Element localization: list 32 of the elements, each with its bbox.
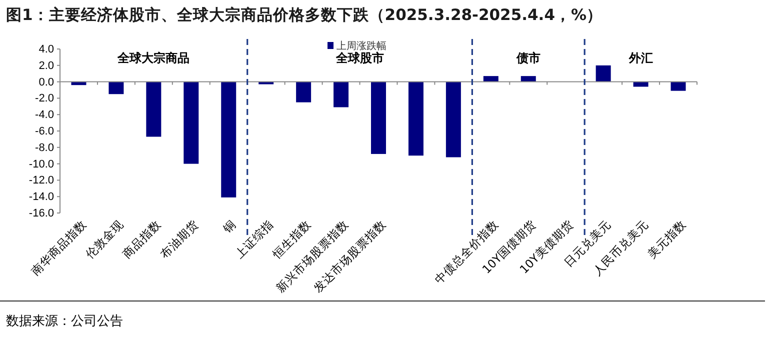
annotation: 外汇	[628, 51, 653, 65]
y-tick-label: -16.0	[28, 208, 54, 220]
y-tick-label: -4.0	[35, 109, 54, 122]
bar	[670, 82, 686, 91]
bar	[296, 82, 312, 102]
bar	[596, 65, 611, 82]
annotation: 全球股市	[334, 51, 384, 65]
bar	[221, 82, 236, 198]
y-tick-label: -14.0	[28, 191, 54, 204]
y-tick-label: -8.0	[35, 142, 54, 154]
legend-label: 上周涨跌幅	[336, 40, 386, 52]
y-tick-label: -10.0	[28, 158, 54, 170]
bar	[446, 82, 461, 158]
bar	[334, 82, 349, 108]
bar	[108, 82, 124, 94]
bar	[483, 76, 498, 82]
y-tick-label: -2.0	[35, 92, 54, 105]
bar	[408, 82, 424, 156]
bar	[146, 82, 162, 137]
y-tick-label: 4.0	[38, 44, 54, 56]
y-tick-label: 2.0	[38, 60, 54, 72]
x-tick-label: 铜	[220, 217, 239, 236]
source-note: 数据来源：公司公告	[6, 314, 123, 329]
bar	[371, 82, 386, 154]
annotation: 债市	[515, 51, 540, 65]
annotation: 全球大宗商品	[116, 51, 190, 65]
y-tick-label: 0.0	[38, 76, 54, 88]
chart-title: 图1：主要经济体股市、全球大宗商品价格多数下跌（2025.3.28-2025.4.4，%）	[6, 5, 603, 24]
y-tick-label: -12.0	[28, 174, 54, 187]
y-tick-label: -6.0	[35, 126, 54, 138]
bar	[184, 82, 199, 164]
bar	[520, 76, 536, 82]
